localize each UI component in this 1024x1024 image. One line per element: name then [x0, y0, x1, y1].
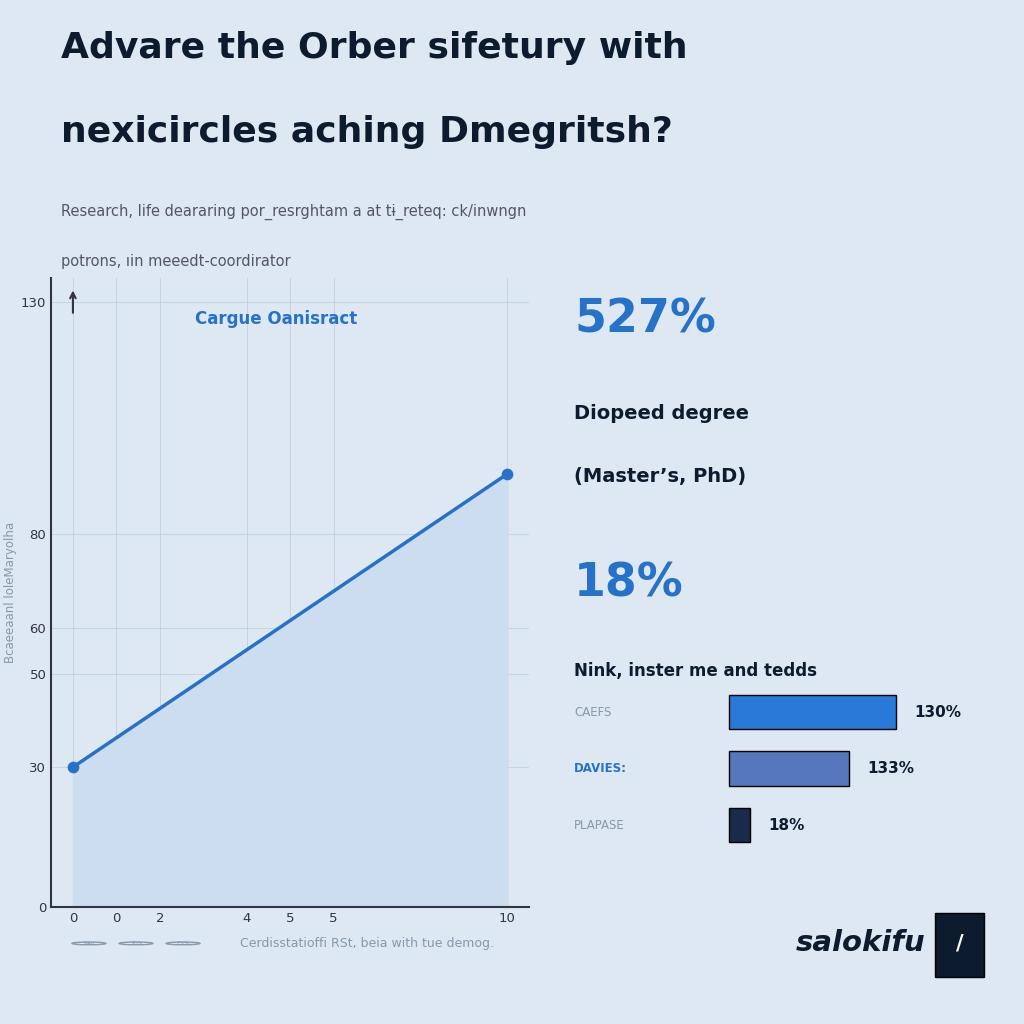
Text: Research, life deararing por_resrghtam a at tɨ_reteq: ck/inwngn: Research, life deararing por_resrghtam a… — [60, 204, 526, 220]
FancyBboxPatch shape — [729, 694, 896, 729]
FancyBboxPatch shape — [729, 808, 751, 843]
FancyBboxPatch shape — [729, 752, 849, 785]
Text: 527%: 527% — [574, 297, 716, 342]
Text: DAVIES:: DAVIES: — [574, 762, 627, 775]
Point — [500, 466, 516, 482]
Text: Advare the Orber sifetury with: Advare the Orber sifetury with — [60, 31, 687, 65]
Text: Cerdisstatioffi RSt, beia with tue demog.: Cerdisstatioffi RSt, beia with tue demog… — [240, 937, 494, 950]
Y-axis label: Bcaeeaanl loleMaryolha: Bcaeeaanl loleMaryolha — [4, 522, 16, 664]
Text: ES%: ES% — [176, 941, 190, 946]
Text: Cargue Oanisract: Cargue Oanisract — [195, 309, 356, 328]
Text: CAEFS: CAEFS — [574, 706, 611, 719]
Text: 18%: 18% — [574, 561, 684, 606]
Text: 18%: 18% — [768, 817, 805, 833]
Text: (Master’s, PhD): (Master’s, PhD) — [574, 467, 746, 485]
Text: potrons, ıin meeedt-coordirator: potrons, ıin meeedt-coordirator — [60, 254, 290, 268]
Text: Nink, inster me and tedds: Nink, inster me and tedds — [574, 662, 817, 680]
Text: Diopeed degree: Diopeed degree — [574, 404, 750, 423]
Text: PLAPASE: PLAPASE — [574, 818, 625, 831]
Text: /: / — [955, 934, 964, 953]
Text: 133%: 133% — [867, 761, 914, 776]
Text: 130%: 130% — [913, 705, 961, 720]
Text: 20S: 20S — [130, 941, 142, 946]
Text: salokifu: salokifu — [796, 930, 926, 957]
Text: nexicircles aching Dmegritsh?: nexicircles aching Dmegritsh? — [60, 115, 673, 148]
Point — [65, 759, 81, 775]
FancyBboxPatch shape — [935, 913, 984, 977]
Text: Mer: Mer — [83, 941, 95, 946]
